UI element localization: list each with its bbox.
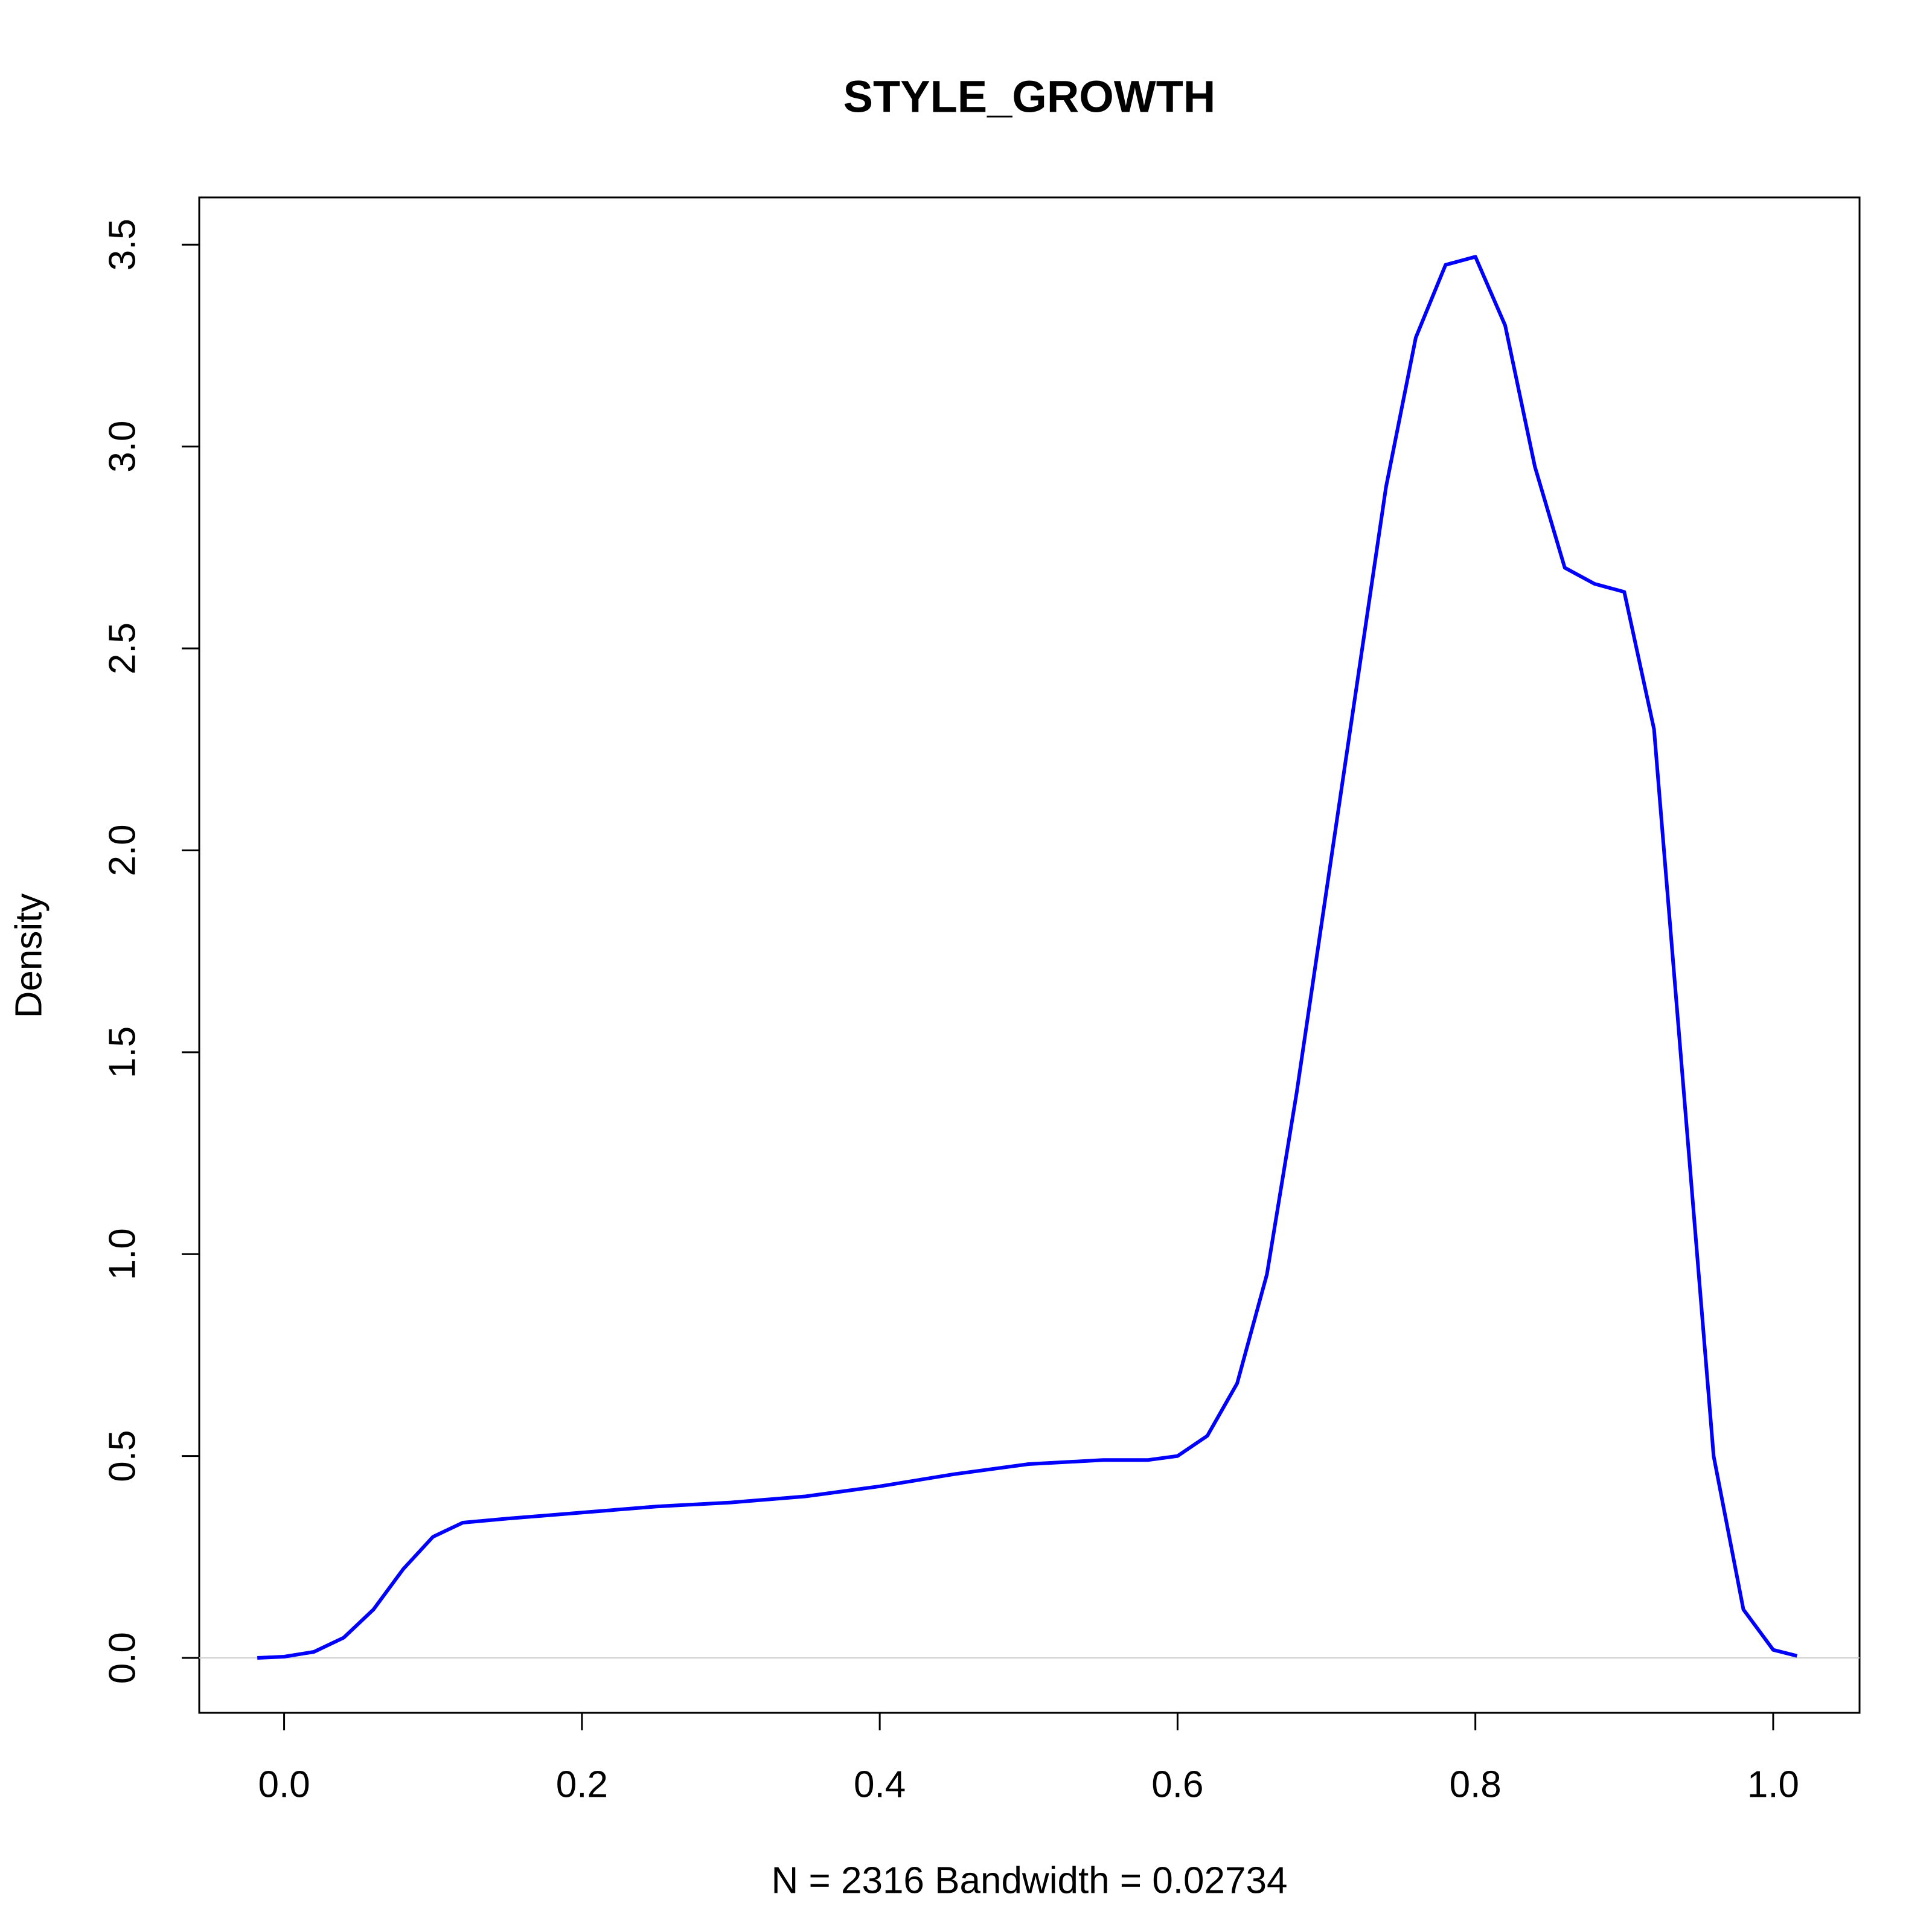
x-tick-label: 0.0 [258,1764,310,1805]
density-line [257,255,1798,1660]
x-tick-label: 0.6 [1151,1764,1203,1805]
y-tick-label: 1.5 [101,1026,143,1078]
y-tick-label: 3.5 [101,219,143,270]
y-tick-label: 1.0 [101,1228,143,1280]
y-tick-label: 0.5 [101,1430,143,1482]
x-axis-label: N = 2316 Bandwidth = 0.02734 [772,1860,1288,1901]
y-tick-label: 2.0 [101,824,143,876]
y-tick-label: 2.5 [101,622,143,674]
y-tick-label: 3.0 [101,421,143,473]
plot-frame [198,196,1861,1714]
y-tick-label: 0.0 [101,1632,143,1684]
y-axis-label: Density [8,894,50,1019]
x-tick-label: 0.8 [1450,1764,1502,1805]
x-tick-label: 0.2 [556,1764,608,1805]
x-tick-label: 0.4 [854,1764,906,1805]
x-tick-label: 1.0 [1747,1764,1799,1805]
chart-title: STYLE_GROWTH [843,72,1216,122]
